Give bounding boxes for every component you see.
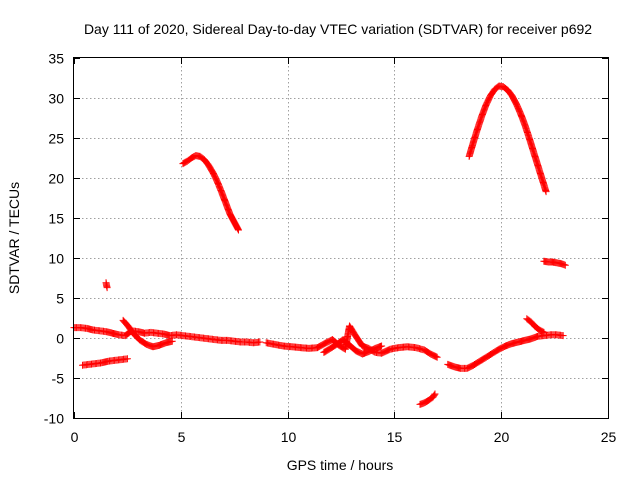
x-tick-labels: 0 5 10 15 20 25 xyxy=(71,429,617,445)
tick-marks xyxy=(74,58,609,419)
plot-frame xyxy=(73,57,609,419)
data-point xyxy=(431,390,439,398)
data-point xyxy=(539,328,547,336)
chart-title: Day 111 of 2020, Sidereal Day-to-day VTE… xyxy=(84,21,592,37)
y-tick-label: 25 xyxy=(48,131,64,147)
series-layer xyxy=(70,82,569,408)
data-point xyxy=(378,342,386,350)
y-axis-title: SDTVAR / TECUs xyxy=(6,182,22,294)
series-arc-outlier xyxy=(102,279,111,292)
data-point xyxy=(234,225,242,233)
data-point xyxy=(542,188,550,196)
data-point xyxy=(256,338,264,346)
data-point xyxy=(123,355,131,363)
grid xyxy=(74,58,608,418)
data-point xyxy=(168,337,176,345)
data-point xyxy=(561,261,569,269)
series-arc-spike-2 xyxy=(523,315,548,336)
data-point xyxy=(103,284,111,292)
data-point xyxy=(234,226,242,234)
series-arc-high-1 xyxy=(179,152,242,234)
y-tick-label: 10 xyxy=(48,251,64,267)
y-tick-label: 20 xyxy=(48,171,64,187)
y-tick-label: 0 xyxy=(56,331,64,347)
y-tick-label: -10 xyxy=(44,411,64,427)
x-tick-label: 15 xyxy=(387,429,403,445)
series-arc-low-1 xyxy=(79,355,131,369)
series-arc-high-2 xyxy=(465,82,550,196)
data-point xyxy=(540,328,548,336)
y-tick-label: 5 xyxy=(56,291,64,307)
data-point xyxy=(430,391,438,399)
y-tick-label: 15 xyxy=(48,211,64,227)
series-arc-evening xyxy=(444,331,567,372)
y-tick-label: 30 xyxy=(48,91,64,107)
x-tick-label: 25 xyxy=(601,429,617,445)
x-tick-label: 20 xyxy=(494,429,510,445)
data-point xyxy=(559,332,567,340)
x-tick-label: 0 xyxy=(71,429,79,445)
x-axis-title: GPS time / hours xyxy=(287,457,394,473)
y-tick-label: 35 xyxy=(48,51,64,67)
series-arc-baseline-3 xyxy=(320,336,386,358)
x-tick-label: 10 xyxy=(281,429,297,445)
series-arc-small-spike xyxy=(119,316,176,351)
x-tick-label: 5 xyxy=(178,429,186,445)
y-tick-label: -5 xyxy=(52,371,65,387)
series-arc-mid-2 xyxy=(540,257,569,269)
series-arc-baseline-2 xyxy=(262,322,441,361)
data-point xyxy=(433,353,441,361)
data-point xyxy=(432,353,440,361)
y-tick-labels: -10 -5 0 5 10 15 20 25 30 35 xyxy=(44,51,64,427)
series-arc-low-2 xyxy=(416,390,439,408)
